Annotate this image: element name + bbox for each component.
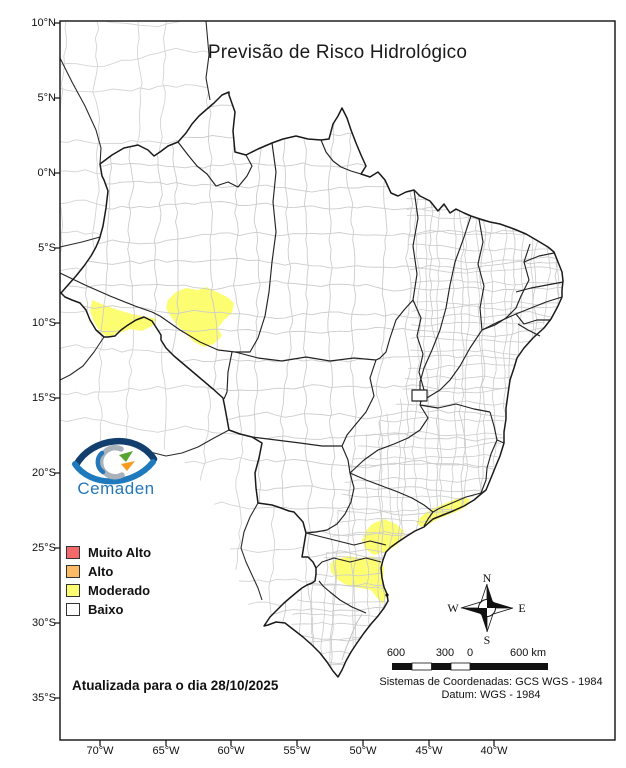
legend-label: Moderado (88, 583, 151, 598)
lat-label: 10°S (32, 317, 56, 329)
lon-label: 60°W (217, 745, 245, 757)
muito-alto-swatch (66, 546, 80, 559)
state-borders (59, 139, 564, 614)
cemaden-wordmark: Cemaden (77, 479, 155, 498)
lagoon-line (341, 613, 363, 661)
map-frame (59, 20, 616, 741)
alto-swatch (66, 565, 80, 578)
lat-label: 10°N (31, 17, 56, 29)
lat-label: 25°S (32, 542, 56, 554)
lat-label: 15°S (32, 392, 56, 404)
lat-label: 30°S (32, 617, 56, 629)
moderado-swatch (66, 584, 80, 597)
legend-label: Baixo (88, 602, 124, 617)
compass-s-label: S (483, 633, 491, 647)
scalebar-label: 0 (466, 647, 474, 659)
lat-label: 5°S (38, 242, 56, 254)
lon-label: 65°W (152, 745, 180, 757)
brazil-country-outline (60, 91, 564, 678)
baixo-swatch (66, 603, 80, 616)
legend-item-muito-alto: Muito Alto (66, 543, 151, 562)
legend-label: Alto (88, 564, 114, 579)
axis-ticks (54, 22, 495, 746)
lon-label: 45°W (415, 745, 443, 757)
risk-legend: Muito Alto Alto Moderado Baixo (66, 543, 151, 619)
compass-rose-icon (460, 583, 514, 633)
scalebar-label: 300 (435, 647, 455, 659)
lon-label: 70°W (86, 745, 114, 757)
lat-label: 5°N (37, 92, 56, 104)
cemaden-logo-icon (72, 437, 158, 485)
datum-text: Datum: WGS - 1984 (441, 689, 541, 701)
scalebar-label: 600 km (509, 647, 547, 659)
coastal-island-dot (385, 593, 389, 597)
distrito-federal-outline (411, 389, 428, 402)
legend-item-alto: Alto (66, 562, 151, 581)
lon-label: 50°W (349, 745, 377, 757)
legend-item-baixo: Baixo (66, 600, 151, 619)
compass-w-label: W (447, 601, 459, 615)
lon-label: 55°W (283, 745, 311, 757)
updated-date-text: Atualizada para o dia 28/10/2025 (72, 678, 279, 693)
lat-label: 35°S (32, 692, 56, 704)
legend-label: Muito Alto (88, 545, 152, 560)
legend-item-moderado: Moderado (66, 581, 151, 600)
lat-label: 20°S (32, 467, 56, 479)
lat-label: 0°N (37, 167, 56, 179)
scale-bar (392, 662, 548, 671)
neighbor-country-borders (59, 20, 263, 601)
coordinate-system-text: Sistemas de Coordenadas: GCS WGS - 1984 (379, 676, 603, 688)
lon-label: 40°W (480, 745, 508, 757)
scalebar-label: 600 (386, 647, 406, 659)
compass-e-label: E (518, 601, 526, 615)
map-title: Previsão de Risco Hidrológico (207, 42, 468, 63)
compass-n-label: N (482, 571, 492, 585)
